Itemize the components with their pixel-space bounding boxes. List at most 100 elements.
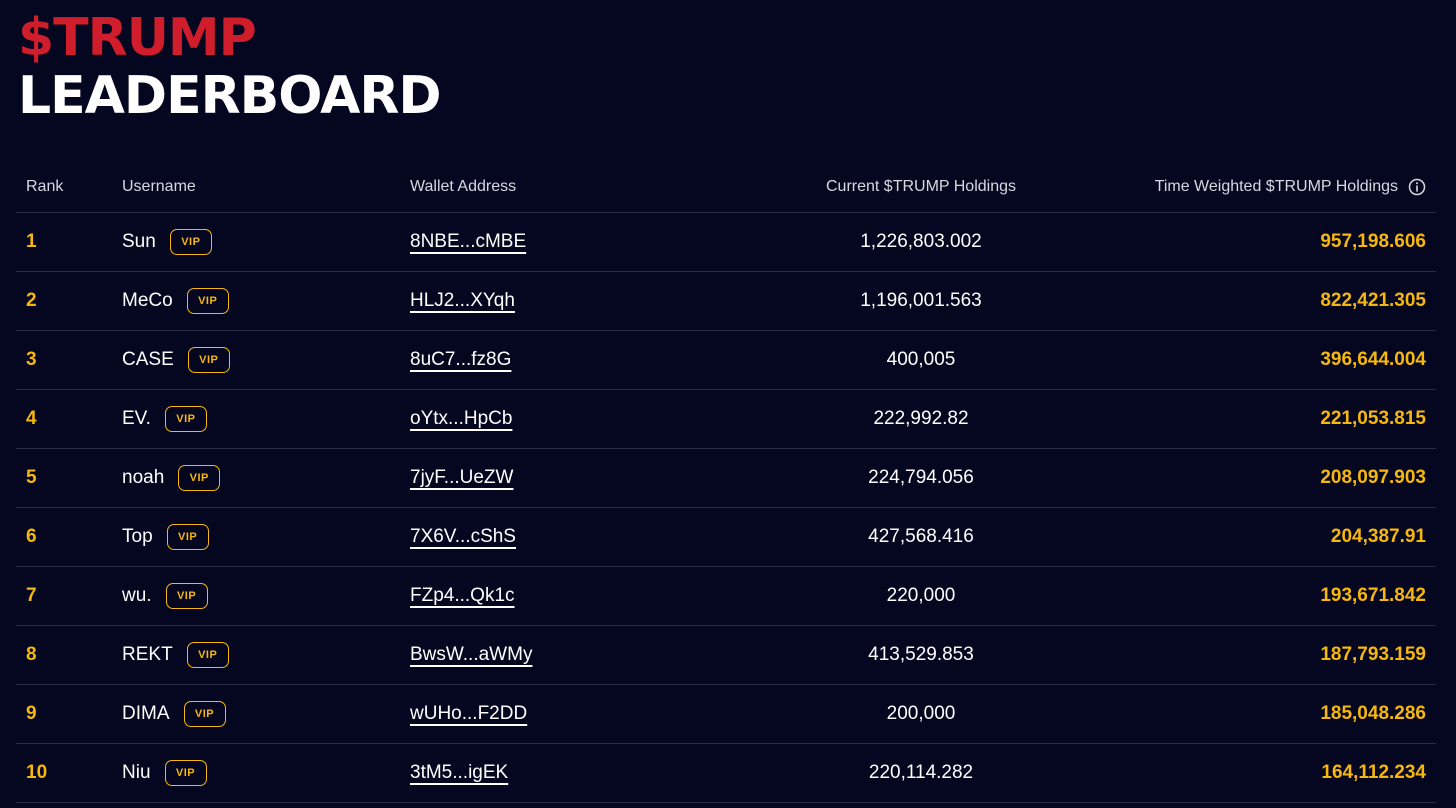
page-title: $TRUMP LEADERBOARD <box>18 8 442 122</box>
column-header-username: Username <box>122 178 196 195</box>
row-time-weighted-holdings: 221,053.815 <box>1320 390 1426 448</box>
wallet-address-link[interactable]: 7jyF...UeZW <box>410 467 514 488</box>
current-holdings-value: 427,568.416 <box>868 526 974 547</box>
row-current-holdings: 400,005 <box>716 331 1126 389</box>
leaderboard-table: Rank Username Wallet Address Current $TR… <box>16 162 1436 803</box>
row-rank: 4 <box>26 390 37 448</box>
row-time-weighted-holdings: 208,097.903 <box>1320 449 1426 507</box>
username-text: EV. <box>122 408 151 429</box>
time-weighted-holdings-value: 204,387.91 <box>1330 526 1426 547</box>
info-icon[interactable] <box>1408 178 1426 196</box>
row-time-weighted-holdings: 396,644.004 <box>1320 331 1426 389</box>
rank-number: 2 <box>26 290 37 311</box>
current-holdings-value: 1,196,001.563 <box>860 290 982 311</box>
row-time-weighted-holdings: 193,671.842 <box>1320 567 1426 625</box>
row-rank: 9 <box>26 685 37 743</box>
table-row: 3 CASE VIP 8uC7...fz8G 400,005 396,644.004 <box>16 331 1436 390</box>
row-rank: 1 <box>26 213 37 271</box>
current-holdings-value: 1,226,803.002 <box>860 231 982 252</box>
row-rank: 3 <box>26 331 37 389</box>
table-row: 7 wu. VIP FZp4...Qk1c 220,000 193,671.842 <box>16 567 1436 626</box>
vip-badge: VIP <box>166 524 209 550</box>
table-row: 1 Sun VIP 8NBE...cMBE 1,226,803.002 957,198.6… <box>16 213 1436 272</box>
table-row: 5 noah VIP 7jyF...UeZW 224,794.056 208,097.90… <box>16 449 1436 508</box>
wallet-address-link[interactable]: oYtx...HpCb <box>410 408 513 429</box>
time-weighted-holdings-value: 208,097.903 <box>1320 467 1426 488</box>
wallet-address-link[interactable]: 8uC7...fz8G <box>410 349 512 370</box>
time-weighted-holdings-value: 187,793.159 <box>1320 644 1426 665</box>
wallet-address-link[interactable]: BwsW...aWMy <box>410 644 533 665</box>
column-header-current-holdings: Current $TRUMP Holdings <box>826 178 1016 195</box>
row-current-holdings: 1,226,803.002 <box>716 213 1126 271</box>
row-wallet: 8NBE...cMBE <box>410 213 526 271</box>
current-holdings-value: 413,529.853 <box>868 644 974 665</box>
row-time-weighted-holdings: 187,793.159 <box>1320 626 1426 684</box>
row-time-weighted-holdings: 164,112.234 <box>1321 744 1426 802</box>
column-header-time-weighted-label: Time Weighted $TRUMP Holdings <box>1154 178 1398 195</box>
current-holdings-value: 200,000 <box>886 703 956 724</box>
column-header-rank: Rank <box>26 178 64 195</box>
row-rank: 2 <box>26 272 37 330</box>
current-holdings-value: 220,000 <box>886 585 956 606</box>
row-rank: 8 <box>26 626 37 684</box>
wallet-address-link[interactable]: FZp4...Qk1c <box>410 585 515 606</box>
username-text: Niu <box>122 762 151 783</box>
row-rank: 10 <box>26 744 47 802</box>
table-row: 9 DIMA VIP wUHo...F2DD 200,000 185,048.286 <box>16 685 1436 744</box>
row-username: Top VIP <box>122 508 209 566</box>
row-rank: 7 <box>26 567 37 625</box>
table-header-row: Rank Username Wallet Address Current $TR… <box>16 162 1436 213</box>
time-weighted-holdings-value: 396,644.004 <box>1320 349 1426 370</box>
wallet-address-link[interactable]: 3tM5...igEK <box>410 762 509 783</box>
time-weighted-holdings-value: 822,421.305 <box>1320 290 1426 311</box>
row-current-holdings: 222,992.82 <box>716 390 1126 448</box>
row-wallet: FZp4...Qk1c <box>410 567 515 625</box>
time-weighted-holdings-value: 185,048.286 <box>1320 703 1426 724</box>
username-text: REKT <box>122 644 173 665</box>
username-text: Sun <box>122 231 156 252</box>
row-time-weighted-holdings: 822,421.305 <box>1320 272 1426 330</box>
row-rank: 6 <box>26 508 37 566</box>
rank-number: 4 <box>26 408 37 429</box>
rank-number: 8 <box>26 644 37 665</box>
rank-number: 7 <box>26 585 37 606</box>
vip-badge: VIP <box>165 583 208 609</box>
column-header-time-weighted: Time Weighted $TRUMP Holdings <box>1155 162 1426 212</box>
rank-number: 3 <box>26 349 37 370</box>
row-username: Sun VIP <box>122 213 212 271</box>
row-wallet: 7X6V...cShS <box>410 508 516 566</box>
username-text: MeCo <box>122 290 173 311</box>
row-wallet: oYtx...HpCb <box>410 390 512 448</box>
username-text: CASE <box>122 349 174 370</box>
row-wallet: 3tM5...igEK <box>410 744 508 802</box>
row-username: MeCo VIP <box>122 272 229 330</box>
vip-badge: VIP <box>164 760 207 786</box>
wallet-address-link[interactable]: 8NBE...cMBE <box>410 231 527 252</box>
table-row: 4 EV. VIP oYtx...HpCb 222,992.82 221,053.815 <box>16 390 1436 449</box>
wallet-address-link[interactable]: wUHo...F2DD <box>410 703 528 724</box>
row-username: Niu VIP <box>122 744 207 802</box>
row-current-holdings: 220,000 <box>716 567 1126 625</box>
row-username: REKT VIP <box>122 626 229 684</box>
row-current-holdings: 1,196,001.563 <box>716 272 1126 330</box>
table-row: 2 MeCo VIP HLJ2...XYqh 1,196,001.563 822,421.… <box>16 272 1436 331</box>
row-username: DIMA VIP <box>122 685 226 743</box>
vip-badge: VIP <box>178 465 221 491</box>
row-current-holdings: 413,529.853 <box>716 626 1126 684</box>
current-holdings-value: 222,992.82 <box>873 408 969 429</box>
time-weighted-holdings-value: 164,112.234 <box>1321 762 1426 783</box>
row-username: EV. VIP <box>122 390 207 448</box>
rank-number: 6 <box>26 526 37 547</box>
vip-badge: VIP <box>186 642 229 668</box>
wallet-address-link[interactable]: 7X6V...cShS <box>410 526 516 547</box>
title-token: $TRUMP <box>18 8 257 68</box>
row-wallet: BwsW...aWMy <box>410 626 532 684</box>
current-holdings-value: 400,005 <box>886 349 956 370</box>
row-rank: 5 <box>26 449 37 507</box>
vip-badge: VIP <box>187 347 230 373</box>
current-holdings-value: 224,794.056 <box>868 467 974 488</box>
time-weighted-holdings-value: 957,198.606 <box>1320 231 1426 252</box>
row-wallet: 8uC7...fz8G <box>410 331 511 389</box>
wallet-address-link[interactable]: HLJ2...XYqh <box>410 290 515 311</box>
